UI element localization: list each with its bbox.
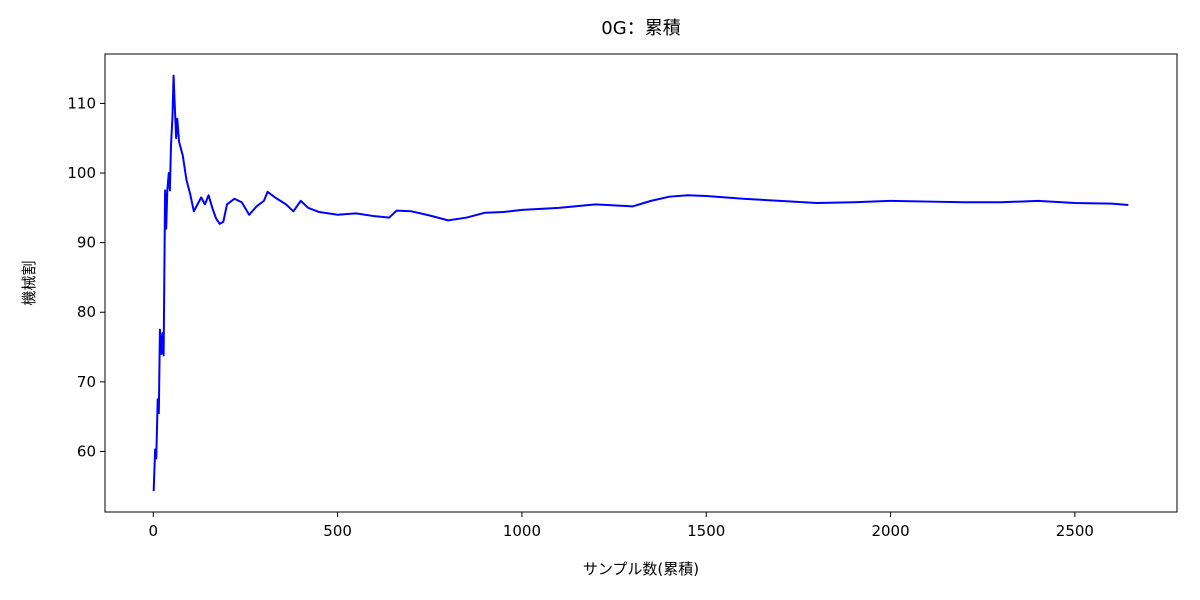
plot-frame (104, 53, 1178, 513)
y-tick-label: 110 (67, 94, 96, 112)
x-tick-label: 1500 (687, 522, 725, 540)
x-tick-label: 1000 (503, 522, 541, 540)
x-axis-label: サンプル数(累積) (583, 560, 699, 578)
x-tick-label: 2500 (1056, 522, 1094, 540)
x-tick-label: 0 (149, 522, 159, 540)
x-tick-label: 500 (323, 522, 352, 540)
y-tick-label: 90 (77, 234, 96, 252)
y-tick-label: 60 (77, 442, 96, 460)
chart-title: 0G：累積 (601, 18, 680, 39)
data-line (152, 74, 1129, 492)
y-tick-label: 100 (67, 164, 96, 182)
x-tick-label: 2000 (871, 522, 909, 540)
y-tick-label: 80 (77, 303, 96, 321)
y-axis-label: 機械割 (20, 260, 38, 305)
y-tick-label: 70 (77, 373, 96, 391)
